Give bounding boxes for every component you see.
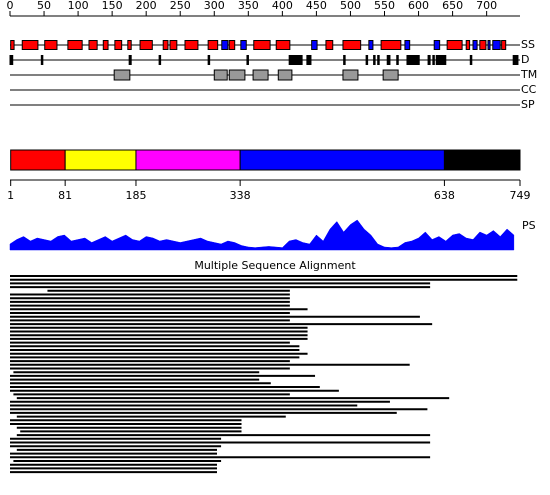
track-label: SS bbox=[521, 38, 535, 51]
ss-element bbox=[446, 40, 463, 50]
ss-element bbox=[102, 40, 109, 50]
tm-helix bbox=[228, 69, 246, 81]
ss-element bbox=[380, 40, 402, 50]
x-tick-label: 650 bbox=[442, 0, 463, 12]
ss-element bbox=[325, 40, 334, 50]
ss-element bbox=[44, 40, 58, 50]
tm-helix bbox=[213, 69, 228, 81]
tm-helix bbox=[252, 69, 269, 81]
disorder-region bbox=[128, 55, 132, 65]
track-label: TM bbox=[520, 68, 537, 81]
x-tick-label: 100 bbox=[68, 0, 89, 12]
boundary-label: 638 bbox=[434, 189, 455, 202]
disorder-region bbox=[343, 55, 346, 65]
x-tick-label: 200 bbox=[136, 0, 157, 12]
ss-element bbox=[465, 40, 471, 50]
ss-element bbox=[311, 40, 318, 50]
boundary-label: 185 bbox=[125, 189, 146, 202]
domain bbox=[135, 149, 241, 171]
ss-element bbox=[169, 40, 178, 50]
disorder-region bbox=[288, 55, 303, 65]
disorder-region bbox=[432, 55, 435, 65]
ss-element bbox=[492, 40, 501, 50]
track-label: D bbox=[521, 53, 529, 66]
disorder-region bbox=[40, 55, 44, 65]
x-tick-label: 50 bbox=[37, 0, 51, 12]
tm-helix bbox=[113, 69, 131, 81]
ss-element bbox=[342, 40, 362, 50]
ss-element bbox=[275, 40, 291, 50]
boundary-label: 338 bbox=[230, 189, 251, 202]
ss-element bbox=[88, 40, 98, 50]
tm-helix bbox=[382, 69, 399, 81]
x-tick-label: 350 bbox=[238, 0, 259, 12]
x-tick-label: 150 bbox=[102, 0, 123, 12]
disorder-region bbox=[207, 55, 211, 65]
x-tick-label: 450 bbox=[306, 0, 327, 12]
ss-element bbox=[139, 40, 153, 50]
ss-element bbox=[162, 40, 169, 50]
ss-element bbox=[184, 40, 199, 50]
track-label: SP bbox=[521, 98, 535, 111]
ss-element bbox=[240, 40, 247, 50]
disorder-region bbox=[435, 55, 447, 65]
x-tick-label: 400 bbox=[272, 0, 293, 12]
disorder-region bbox=[246, 55, 249, 65]
disorder-region bbox=[158, 55, 162, 65]
ps-profile bbox=[9, 219, 515, 251]
ss-element bbox=[10, 40, 15, 50]
ss-element bbox=[404, 40, 411, 50]
boundary-label: 1 bbox=[7, 189, 14, 202]
ss-element bbox=[501, 40, 507, 50]
ss-element bbox=[368, 40, 374, 50]
disorder-region bbox=[469, 55, 473, 65]
disorder-region bbox=[373, 55, 376, 65]
ss-element bbox=[472, 40, 478, 50]
disorder-region bbox=[386, 55, 391, 65]
ss-element bbox=[221, 40, 229, 50]
ss-element bbox=[207, 40, 219, 50]
tm-helix bbox=[277, 69, 293, 81]
ss-element bbox=[127, 40, 132, 50]
ss-element bbox=[433, 40, 441, 50]
ss-element bbox=[114, 40, 123, 50]
x-tick-label: 0 bbox=[7, 0, 14, 12]
x-tick-label: 300 bbox=[204, 0, 225, 12]
disorder-region bbox=[512, 55, 519, 65]
ss-element bbox=[253, 40, 271, 50]
x-tick-label: 550 bbox=[374, 0, 395, 12]
boundary-label: 749 bbox=[510, 189, 531, 202]
disorder-region bbox=[306, 55, 312, 65]
x-tick-label: 250 bbox=[170, 0, 191, 12]
ps-label: PS bbox=[522, 219, 536, 232]
track-label: CC bbox=[521, 83, 537, 96]
x-tick-label: 700 bbox=[476, 0, 497, 12]
x-tick-label: 600 bbox=[408, 0, 429, 12]
disorder-region bbox=[9, 55, 14, 65]
disorder-region bbox=[396, 55, 399, 65]
msa-title: Multiple Sequence Alignment bbox=[194, 259, 356, 272]
disorder-region bbox=[365, 55, 369, 65]
domain bbox=[239, 149, 445, 171]
ss-element bbox=[67, 40, 83, 50]
disorder-region bbox=[427, 55, 431, 65]
boundary-label: 81 bbox=[58, 189, 72, 202]
domain bbox=[10, 149, 66, 171]
domain bbox=[443, 149, 521, 171]
x-tick-label: 500 bbox=[340, 0, 361, 12]
disorder-region bbox=[377, 55, 380, 65]
disorder-region bbox=[406, 55, 420, 65]
domain bbox=[64, 149, 137, 171]
tm-helix bbox=[342, 69, 359, 81]
ss-element bbox=[228, 40, 236, 50]
ss-element bbox=[479, 40, 487, 50]
ss-element bbox=[487, 40, 491, 50]
ss-element bbox=[21, 40, 39, 50]
